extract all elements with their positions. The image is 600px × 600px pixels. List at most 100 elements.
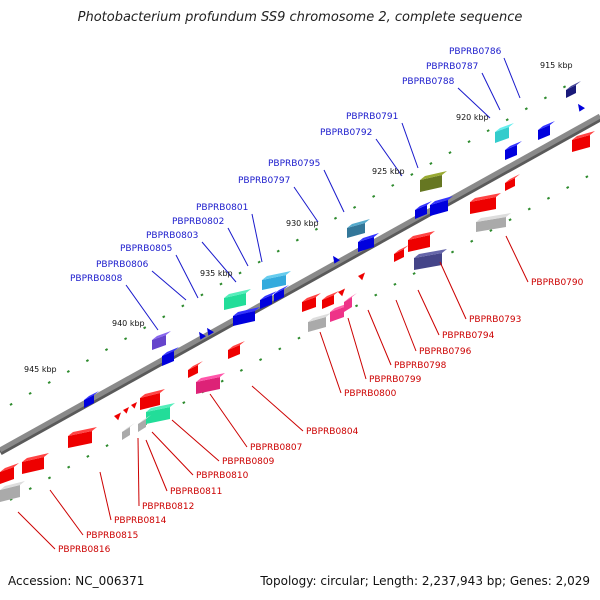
lower-gene-16	[146, 403, 175, 424]
lower-gene-18	[122, 423, 135, 440]
lower-gene-16-top	[146, 403, 175, 412]
scale-tick-label: 930 kbp	[286, 219, 319, 228]
lower-gene-3-top	[476, 213, 511, 222]
upper-gene-16	[84, 391, 99, 408]
upper-track-dash	[200, 293, 204, 297]
lower-gene-12-top	[228, 341, 245, 350]
upper-track-dash	[238, 271, 242, 275]
upper-leader-line	[457, 87, 491, 119]
upper-arrow-0	[578, 103, 585, 112]
lower-track-dash	[67, 465, 71, 469]
upper-track-dash	[391, 183, 395, 187]
lower-gene-22	[0, 481, 25, 502]
lower-gene-8-face	[322, 295, 334, 309]
upper-gene-label: PBPRB0792	[320, 128, 372, 138]
chromosome-backbone	[0, 113, 600, 456]
lower-leader-line	[439, 261, 467, 320]
upper-gene-4-top	[420, 171, 447, 180]
upper-gene-14-top	[152, 331, 171, 340]
gene-features	[0, 81, 595, 502]
upper-gene-15-top	[162, 347, 179, 356]
lower-gene-19-face	[68, 431, 92, 448]
lower-gene-label: PBPRB0810	[196, 471, 249, 481]
upper-gene-label: PBPRB0795	[268, 159, 320, 169]
lower-gene-7	[302, 293, 321, 312]
lower-gene-label: PBPRB0804	[306, 427, 359, 437]
upper-track-dash	[448, 151, 452, 155]
lower-gene-1-face	[505, 178, 515, 191]
lower-gene-20-top	[22, 453, 49, 462]
lower-gene-13	[196, 373, 225, 394]
upper-gene-2	[505, 141, 522, 160]
lower-gene-label: PBPRB0796	[419, 347, 472, 357]
upper-track-dash	[276, 249, 280, 253]
upper-gene-label: PBPRB0805	[120, 244, 172, 254]
lower-gene-label: PBPRB0811	[170, 487, 222, 497]
lower-gene-0-top	[572, 131, 595, 140]
upper-gene-label: PBPRB0803	[146, 231, 198, 241]
upper-gene-0-face	[566, 85, 576, 98]
upper-gene-15	[162, 347, 179, 366]
lower-gene-21	[0, 463, 19, 484]
lower-gene-4-face	[408, 235, 430, 252]
lower-gene-8-top	[322, 291, 339, 300]
lower-gene-label: PBPRB0809	[222, 457, 275, 467]
lower-gene-15-face	[140, 393, 160, 410]
upper-track-dash	[314, 227, 318, 231]
lower-track-dash	[450, 250, 455, 254]
upper-gene-10	[224, 289, 251, 310]
scale-tick-label: 920 kbp	[456, 113, 489, 122]
lower-gene-5-top	[394, 245, 409, 254]
lower-track-dash	[354, 304, 359, 308]
lower-gene-1	[505, 174, 520, 191]
lower-leader-line	[367, 309, 392, 366]
lower-gene-12-face	[228, 345, 240, 359]
lower-track-dash	[278, 347, 282, 351]
lower-gene-2	[470, 193, 501, 214]
lower-gene-label: PBPRB0799	[369, 375, 422, 385]
lower-arrow-3	[123, 407, 129, 414]
lower-gene-11-top	[344, 293, 357, 302]
lower-track-dash	[585, 175, 589, 179]
lower-gene-3	[476, 213, 511, 232]
lower-gene-label: PBPRB0807	[250, 443, 302, 453]
upper-gene-8-top	[358, 233, 379, 242]
scale-tick-label: 945 kbp	[24, 365, 57, 374]
upper-leader-line	[175, 254, 199, 299]
upper-arrow-1	[333, 255, 340, 264]
lower-gene-0-face	[572, 135, 590, 152]
upper-leader-line	[251, 213, 263, 263]
lower-gene-6-face	[414, 253, 442, 270]
topology-text: Topology: circular; Length: 2,237,943 bp…	[260, 574, 590, 588]
upper-track-dash	[47, 380, 51, 384]
lower-leader-line	[395, 299, 417, 352]
lower-gene-16-face	[146, 407, 170, 424]
upper-track-dash	[562, 85, 567, 89]
upper-track-dash	[543, 96, 547, 100]
lower-track-dash	[297, 336, 301, 340]
lower-leader-line	[49, 489, 84, 536]
lower-gene-8	[322, 291, 339, 309]
upper-gene-label: PBPRB0787	[426, 62, 478, 72]
lower-leader-line	[171, 419, 220, 462]
lower-gene-13-face	[196, 377, 220, 394]
scale-tick-label: 935 kbp	[200, 269, 233, 278]
lower-leader-line	[145, 439, 168, 492]
lower-arrow-4	[131, 402, 137, 409]
upper-gene-2-top	[505, 141, 522, 150]
lower-gene-21-top	[0, 463, 19, 472]
upper-gene-13	[274, 285, 289, 302]
lower-gene-label: PBPRB0800	[344, 389, 397, 399]
lower-gene-17-face	[138, 419, 146, 432]
lower-track-dash	[393, 282, 397, 286]
scale-ticks: 915 kbp 920 kbp 925 kbp 930 kbp 935 kbp 940 k…	[24, 61, 573, 374]
label-leader-lines	[17, 57, 529, 550]
lower-gene-7-top	[302, 293, 321, 302]
lower-arrow-2	[114, 412, 121, 421]
upper-gene-1-top	[538, 121, 555, 130]
lower-leader-line	[17, 511, 56, 550]
gene-labels: PBPRB0786 PBPRB0787 PBPRB0788 PBPRB0791 PBPR…	[58, 47, 584, 555]
upper-track-dash	[9, 402, 13, 406]
lower-track-dash	[182, 401, 186, 405]
